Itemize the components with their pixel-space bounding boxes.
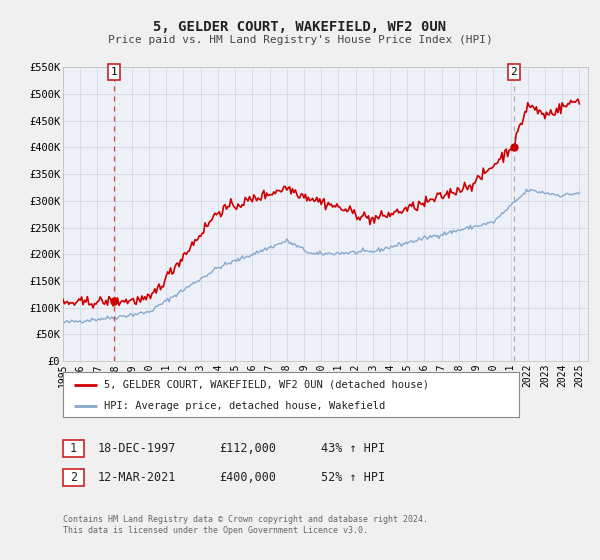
Text: 2: 2 — [511, 67, 517, 77]
Text: 12-MAR-2021: 12-MAR-2021 — [97, 471, 176, 484]
Text: £112,000: £112,000 — [219, 442, 276, 455]
Text: £400,000: £400,000 — [219, 471, 276, 484]
Text: 18-DEC-1997: 18-DEC-1997 — [97, 442, 176, 455]
Text: 2: 2 — [70, 471, 77, 484]
Text: Contains HM Land Registry data © Crown copyright and database right 2024.: Contains HM Land Registry data © Crown c… — [63, 515, 428, 524]
Text: 5, GELDER COURT, WAKEFIELD, WF2 0UN: 5, GELDER COURT, WAKEFIELD, WF2 0UN — [154, 20, 446, 34]
Text: This data is licensed under the Open Government Licence v3.0.: This data is licensed under the Open Gov… — [63, 526, 368, 535]
Text: 52% ↑ HPI: 52% ↑ HPI — [321, 471, 385, 484]
Text: 5, GELDER COURT, WAKEFIELD, WF2 0UN (detached house): 5, GELDER COURT, WAKEFIELD, WF2 0UN (det… — [104, 380, 429, 390]
Text: HPI: Average price, detached house, Wakefield: HPI: Average price, detached house, Wake… — [104, 401, 385, 411]
Text: 43% ↑ HPI: 43% ↑ HPI — [321, 442, 385, 455]
Text: 1: 1 — [70, 442, 77, 455]
Text: 1: 1 — [110, 67, 118, 77]
Text: Price paid vs. HM Land Registry's House Price Index (HPI): Price paid vs. HM Land Registry's House … — [107, 35, 493, 45]
